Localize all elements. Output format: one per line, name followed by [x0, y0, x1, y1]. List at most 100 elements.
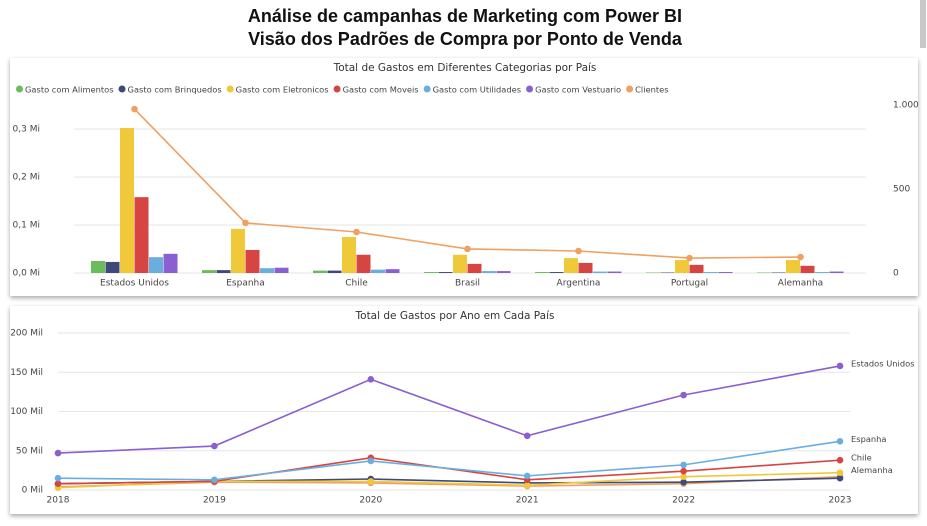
bar: [482, 271, 496, 273]
bar: [164, 254, 178, 273]
chart-title: Total de Gastos em Diferentes Categorias…: [333, 62, 597, 74]
bar: [260, 268, 274, 273]
series-end-label: Chile: [851, 453, 872, 463]
y2-tick-label: 500: [893, 185, 910, 195]
bar: [91, 261, 105, 273]
y2-tick-label: 0: [893, 269, 899, 279]
line-marker: [211, 476, 218, 483]
series-end-label: Alemanha: [851, 465, 893, 475]
line-marker: [524, 473, 531, 480]
x-tick-label: 2018: [47, 496, 70, 506]
bar: [439, 272, 453, 273]
legend-swatch: [334, 86, 341, 93]
y-tick-label: 0,1 Mi: [13, 221, 40, 231]
line-marker: [368, 376, 375, 383]
line-marker: [242, 220, 249, 227]
x-tick-label: Brasil: [455, 279, 480, 289]
legend-swatch: [227, 86, 234, 93]
bar: [246, 250, 260, 273]
scrollbar[interactable]: [920, 0, 926, 48]
legend-label: Gasto com Alimentos: [25, 85, 114, 95]
series-end-label: Espanha: [851, 434, 887, 444]
line-marker: [211, 443, 218, 450]
line-marker: [680, 392, 687, 399]
line-marker: [837, 457, 844, 464]
y-tick-label: 150 Mil: [10, 368, 43, 378]
legend-label: Gasto com Utilidades: [433, 85, 521, 95]
page-title: Análise de campanhas de Marketing com Po…: [248, 6, 682, 26]
bar: [342, 237, 356, 273]
bar: [120, 128, 134, 273]
y-tick-label: 0,3 Mi: [13, 125, 40, 135]
x-tick-label: Portugal: [671, 279, 708, 289]
y-tick-label: 100 Mil: [10, 407, 43, 417]
line-marker: [464, 246, 471, 253]
bar: [371, 270, 385, 273]
bar: [579, 263, 593, 273]
bar: [149, 257, 163, 273]
bar: [535, 272, 549, 273]
x-tick-label: 2019: [203, 496, 226, 506]
series-end-label: Estados Unidos: [851, 358, 915, 368]
x-tick-label: Espanha: [226, 279, 265, 289]
x-tick-label: 2021: [516, 496, 539, 506]
bar: [719, 272, 733, 273]
line-marker: [55, 450, 62, 457]
line-marker: [797, 254, 804, 261]
line-marker: [575, 248, 582, 255]
bar: [202, 270, 216, 273]
bar: [468, 264, 482, 273]
legend-swatch: [119, 86, 126, 93]
x-tick-label: 2023: [829, 496, 852, 506]
bar: [608, 272, 622, 273]
y2-tick-label: 1.000: [893, 101, 919, 111]
line-marker: [837, 363, 844, 370]
x-tick-label: Argentina: [557, 279, 601, 289]
bar: [675, 260, 689, 273]
y-tick-label: 0,2 Mi: [13, 173, 40, 183]
bar: [830, 272, 844, 273]
legend-label: Gasto com Moveis: [343, 85, 419, 95]
bar: [106, 262, 120, 273]
line-marker: [680, 468, 687, 475]
bar: [135, 197, 149, 273]
bar: [690, 265, 704, 273]
y-tick-label: 0,0 Mi: [13, 269, 40, 279]
bar: [453, 255, 467, 273]
bar: [593, 272, 607, 273]
x-tick-label: Chile: [345, 279, 368, 289]
line-marker: [680, 462, 687, 469]
bar: [786, 260, 800, 273]
page-subtitle: Visão dos Padrões de Compra por Ponto de…: [248, 29, 683, 49]
line-marker: [353, 229, 360, 236]
bar: [275, 268, 289, 273]
y-tick-label: 200 Mil: [10, 329, 43, 339]
legend-label: Gasto com Eletronicos: [236, 85, 329, 95]
x-tick-label: Estados Unidos: [100, 279, 169, 289]
legend-swatch: [424, 86, 431, 93]
legend-label: Clientes: [635, 85, 668, 95]
x-tick-label: 2022: [672, 496, 695, 506]
bar: [704, 272, 718, 273]
bar: [328, 271, 342, 273]
x-tick-label: 2020: [359, 496, 382, 506]
bar: [424, 272, 438, 273]
legend-label: Gasto com Vestuario: [535, 85, 621, 95]
line-marker: [837, 438, 844, 445]
line-marker: [131, 106, 138, 113]
line-marker: [55, 475, 62, 482]
bar: [217, 270, 231, 273]
chart-title: Total de Gastos por Ano em Cada País: [355, 310, 555, 322]
line-marker: [524, 433, 531, 440]
bar: [550, 272, 564, 273]
x-tick-label: Alemanha: [778, 279, 823, 289]
bar: [815, 272, 829, 273]
legend-label: Gasto com Brinquedos: [128, 85, 222, 95]
line-marker: [368, 478, 375, 485]
line-marker: [686, 255, 693, 262]
line-marker: [837, 469, 844, 476]
bar: [231, 229, 245, 273]
bar: [313, 271, 327, 273]
